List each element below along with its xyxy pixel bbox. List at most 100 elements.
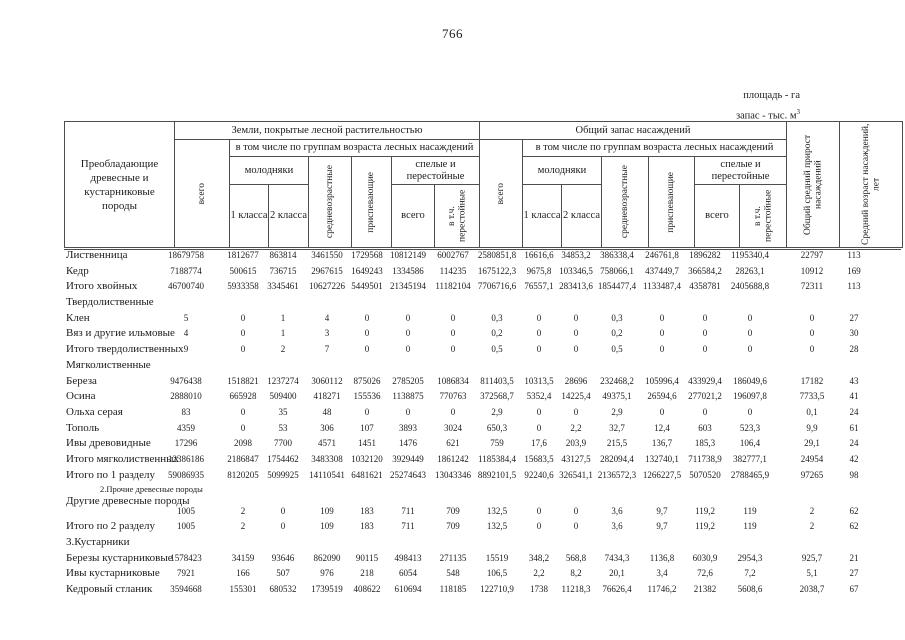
- cell-value: 0: [747, 312, 753, 323]
- cell-value: 5933358: [227, 281, 259, 292]
- cell-value: 1266227,5: [642, 469, 682, 480]
- table-row: 2.Прочие древесные породы: [64, 483, 905, 495]
- cell-value: 0,5: [491, 344, 503, 355]
- header-cell-species-label: Преобладающие древесные и кустарниковые …: [80, 157, 159, 212]
- cell-value: 2: [280, 344, 286, 355]
- cell-value: 0: [659, 344, 665, 355]
- cell-value: 10627226: [309, 281, 345, 292]
- cell-value: 215,5: [606, 438, 628, 449]
- cell-value: 98: [849, 469, 859, 480]
- cell-value: 711738,9: [688, 453, 722, 464]
- cell-value: 3461550: [311, 250, 343, 260]
- cell-value: 0: [405, 328, 411, 339]
- header-cell-land-class2: 2 класса: [268, 184, 308, 247]
- cell-value: 2: [809, 521, 815, 532]
- cell-value: 132,5: [486, 521, 508, 532]
- row-name: Итого хвойных: [66, 280, 138, 293]
- cell-value: 386338,4: [600, 250, 634, 260]
- cell-value: 863814: [269, 250, 297, 260]
- cell-value: 7921: [177, 568, 195, 579]
- cell-value: 8,2: [570, 568, 582, 579]
- cell-value: 603: [698, 422, 712, 433]
- row-name: Итого мягколиственных: [66, 452, 180, 465]
- cell-value: 35: [278, 406, 288, 417]
- cell-value: 0: [364, 344, 370, 355]
- cell-value: 0: [450, 406, 456, 417]
- cell-value: 34853,2: [561, 250, 591, 260]
- header-cell-stock-young-label: молодняки: [537, 164, 587, 176]
- cell-value: 10912: [800, 265, 824, 276]
- cell-value: 500615: [229, 265, 257, 276]
- header-cell-stock-subgroup-label: в том числе по группам возраста лесных н…: [535, 142, 774, 153]
- cell-value: 17296: [174, 438, 198, 449]
- cell-value: 0,2: [611, 328, 623, 339]
- row-name: Итого твердолиственных: [66, 343, 184, 356]
- cell-value: 0: [573, 344, 579, 355]
- cell-value: 107: [360, 422, 374, 433]
- cell-value: 509400: [269, 391, 297, 402]
- cell-value: 155536: [353, 391, 381, 402]
- cell-value: 105996,4: [645, 375, 679, 386]
- header-cell-land-class1-label: 1 класса: [230, 210, 268, 221]
- table-row: Ольха серая 83 0 35 48 0 0 0 2,9 0 0 2,9 0 0 0 0,1 24: [64, 405, 905, 421]
- cell-value: 3,6: [611, 506, 623, 517]
- cell-value: 30: [849, 328, 859, 339]
- cell-value: 62: [849, 506, 859, 517]
- cell-value: 0: [240, 422, 246, 433]
- cell-value: 10812149: [390, 250, 426, 260]
- header-cell-stock-mature-group: спелые и перестойные: [694, 156, 786, 184]
- header-cell-land-class1: 1 класса: [229, 184, 268, 247]
- header-cell-land-total-label: всего: [196, 182, 207, 205]
- cell-value: 24: [849, 406, 859, 417]
- cell-value: 9,7: [656, 506, 668, 517]
- header-cell-stock-young: молодняки: [522, 156, 601, 184]
- cell-value: 3024: [444, 422, 462, 433]
- cell-value: 67: [849, 584, 859, 595]
- header-cell-stock-subgroup: в том числе по группам возраста лесных н…: [522, 139, 786, 156]
- cell-value: 0: [405, 406, 411, 417]
- table-row: Ивы древовидные 17296 2098 7700 4571 1451 1476…: [64, 436, 905, 452]
- cell-value: 5: [183, 312, 189, 323]
- cell-value: 0,5: [611, 344, 623, 355]
- cell-value: 306: [320, 422, 334, 433]
- cell-value: 568,8: [565, 552, 587, 563]
- table-body: Лиственница 18679758 1812677 863814 3461550 1…: [64, 248, 905, 598]
- table-row: Осина 2888010 665928 509400 418271 155536 1138…: [64, 389, 905, 405]
- cell-value: 0: [405, 344, 411, 355]
- cell-value: 0: [364, 406, 370, 417]
- cell-value: 21: [849, 552, 859, 563]
- cell-value: 5070520: [689, 469, 721, 480]
- table-row: Мягколиственные: [64, 358, 905, 374]
- cell-value: 3594668: [170, 584, 202, 595]
- header-cell-stock-maturing: приспевающие: [648, 156, 694, 247]
- cell-value: 736715: [269, 265, 297, 276]
- cell-value: 113: [847, 281, 861, 292]
- row-name: Ивы древовидные: [66, 437, 151, 450]
- header-double-rule: [64, 249, 901, 250]
- header-cell-stock-mature-total: всего: [694, 184, 739, 247]
- cell-value: 72,6: [697, 568, 713, 579]
- cell-value: 2: [240, 521, 246, 532]
- table-row: Итого по 1 разделу 59086935 8120205 5099925…: [64, 468, 905, 484]
- cell-value: 27: [849, 312, 859, 323]
- cell-value: 0,3: [611, 312, 623, 323]
- cell-value: 1896282: [689, 250, 721, 260]
- cell-value: 2,9: [611, 406, 623, 417]
- cell-value: 0: [659, 312, 665, 323]
- cell-value: 28: [849, 344, 859, 355]
- unit-labels: площадь - га запас - тыс. м3: [736, 88, 800, 125]
- cell-value: 0: [364, 328, 370, 339]
- cell-value: 0: [405, 312, 411, 323]
- cell-value: 0: [240, 344, 246, 355]
- cell-value: 4: [324, 312, 330, 323]
- section-label: Мягколиственные: [66, 358, 151, 371]
- cell-value: 183: [360, 521, 374, 532]
- cell-value: 0: [280, 506, 286, 517]
- header-cell-age: Средний возраст насаждений, лет: [839, 122, 902, 247]
- header-cell-land-subgroup: в том числе по группам возраста лесных н…: [229, 139, 479, 156]
- header-cell-increment: Общий средний прирост насаждений: [786, 122, 839, 247]
- cell-value: 4571: [318, 438, 336, 449]
- cell-value: 0: [240, 312, 246, 323]
- cell-value: 11182104: [435, 281, 471, 292]
